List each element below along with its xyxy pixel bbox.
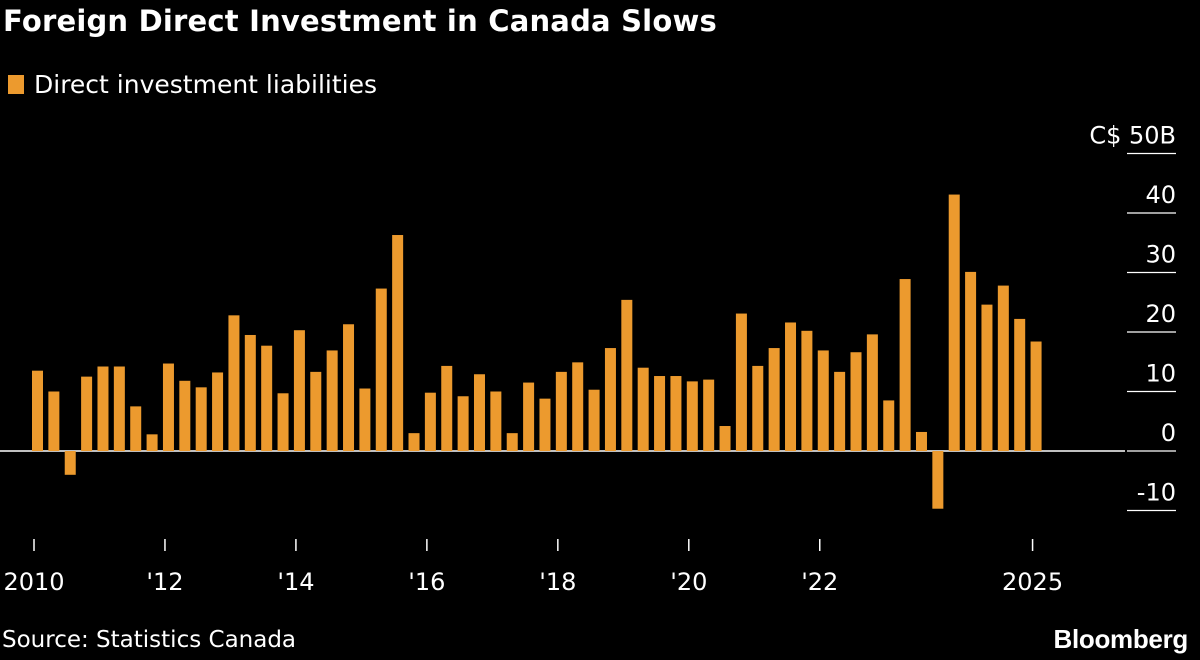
y-tick-label: 20: [1145, 300, 1176, 328]
x-tick-label: 2025: [1002, 568, 1063, 596]
bar-2021Q1: [752, 365, 764, 451]
bar-2012Q2: [179, 380, 191, 451]
x-tick-label: '14: [277, 568, 314, 596]
bar-2014Q1: [293, 330, 305, 451]
y-tick-label: 30: [1145, 241, 1176, 269]
x-tick-label: '20: [670, 568, 707, 596]
bar-2013Q3: [261, 345, 273, 451]
bar-2018Q2: [572, 362, 584, 452]
bar-2019Q3: [654, 376, 666, 451]
x-tick-label: '16: [408, 568, 445, 596]
bar-2013Q1: [228, 315, 240, 451]
bar-2012Q4: [212, 372, 224, 451]
bar-2019Q4: [670, 376, 682, 451]
bar-2016Q4: [473, 374, 485, 452]
y-tick-label: 40: [1145, 181, 1176, 209]
legend-label: Direct investment liabilities: [34, 70, 377, 99]
legend-swatch: [8, 75, 24, 94]
bar-2013Q4: [277, 393, 289, 451]
bar-2014Q3: [326, 350, 338, 451]
y-tick-label: 10: [1145, 360, 1176, 388]
bar-2011Q3: [130, 406, 142, 452]
x-tick-label: '18: [539, 568, 576, 596]
bar-2011Q4: [146, 434, 158, 451]
bar-2010Q1: [32, 370, 43, 452]
bar-2022Q4: [866, 334, 878, 451]
bar-2021Q2: [768, 348, 780, 451]
bar-2020Q1: [686, 381, 698, 451]
x-tick-label: 2010: [3, 568, 64, 596]
bar-2022Q2: [834, 371, 846, 452]
bar-2020Q3: [719, 426, 731, 451]
bar-2024Q3: [981, 304, 993, 451]
bar-2017Q1: [490, 391, 502, 451]
bar-2016Q2: [441, 365, 453, 451]
bar-2017Q2: [506, 433, 518, 451]
bar-2024Q2: [965, 271, 977, 451]
x-tick-label: '22: [801, 568, 838, 596]
bar-2016Q1: [424, 392, 436, 451]
bar-2023Q2: [899, 279, 911, 451]
bar-2022Q1: [817, 350, 829, 451]
bar-2023Q1: [883, 400, 895, 452]
bar-2020Q2: [703, 379, 715, 451]
bar-2021Q4: [801, 330, 813, 451]
bar-2021Q3: [785, 322, 797, 451]
y-tick-label: -10: [1137, 479, 1176, 507]
bar-2018Q1: [555, 371, 567, 452]
y-tick-label: C$ 50B: [1089, 122, 1176, 150]
bar-2012Q1: [162, 363, 174, 451]
bar-2025Q2: [1030, 341, 1042, 451]
bar-2023Q3: [915, 431, 927, 451]
bar-2018Q3: [588, 389, 600, 451]
bar-2019Q2: [637, 367, 649, 451]
legend: Direct investment liabilities: [8, 70, 377, 99]
bar-2011Q2: [113, 366, 125, 451]
bar-2011Q1: [97, 366, 109, 451]
bar-2024Q4: [997, 285, 1009, 451]
source-note: Source: Statistics Canada: [2, 627, 297, 653]
bar-2016Q3: [457, 396, 469, 451]
bar-2023Q4: [932, 451, 944, 509]
bar-2010Q3: [64, 451, 76, 475]
bar-2025Q1: [1014, 318, 1026, 451]
bar-2017Q4: [539, 398, 551, 451]
bar-2010Q4: [81, 376, 93, 452]
bar-2015Q1: [359, 388, 371, 451]
chart-title: Foreign Direct Investment in Canada Slow…: [3, 4, 717, 38]
bar-2014Q4: [343, 324, 355, 451]
bar-2012Q3: [195, 387, 207, 451]
bar-2017Q3: [523, 382, 535, 451]
bar-2010Q2: [48, 391, 60, 451]
bar-2014Q2: [310, 371, 322, 452]
bloomberg-logo: Bloomberg: [1053, 624, 1188, 654]
x-tick-label: '12: [146, 568, 183, 596]
bar-2022Q3: [850, 352, 862, 451]
bar-2015Q2: [375, 288, 387, 451]
bar-2018Q4: [604, 348, 616, 451]
bar-2020Q4: [735, 313, 747, 451]
bar-2024Q1: [948, 194, 960, 451]
bar-2015Q4: [408, 433, 420, 451]
y-tick-label: 0: [1161, 419, 1176, 447]
bar-2013Q2: [244, 334, 256, 452]
bar-2019Q1: [621, 299, 633, 451]
bar-2015Q3: [392, 235, 404, 451]
